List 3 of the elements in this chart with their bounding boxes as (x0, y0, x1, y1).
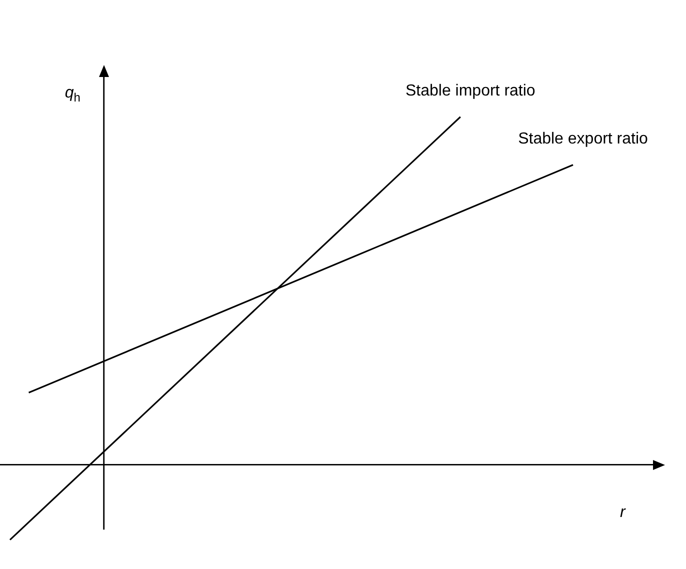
series-label: Stable import ratio (405, 82, 536, 100)
series-label: Stable export ratio (518, 130, 648, 148)
x-axis-title: r (620, 504, 626, 522)
